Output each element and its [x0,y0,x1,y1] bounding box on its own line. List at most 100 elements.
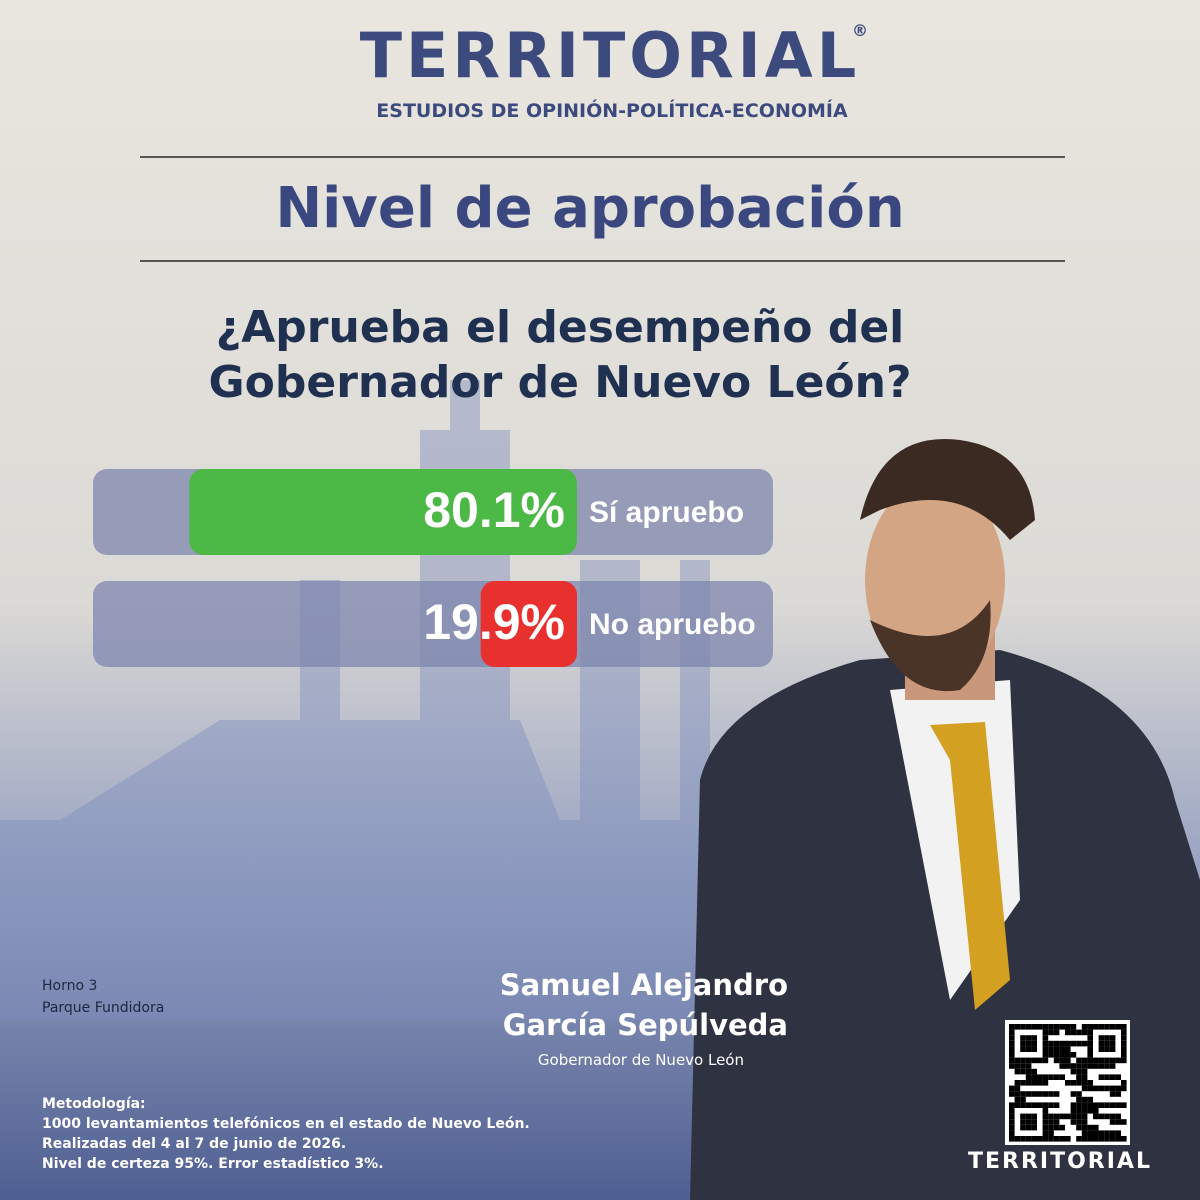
qr-module [1109,1102,1116,1108]
qr-module [1076,1063,1082,1069]
methodology-line: Realizadas del 4 al 7 de junio de 2026. [42,1136,346,1152]
qr-module [1104,1074,1110,1080]
qr-module [1053,1136,1060,1142]
person-name: Samuel Alejandro [500,968,788,1002]
category-label: Sí apruebo [589,496,744,529]
qr-module [1014,1096,1021,1103]
brand-logo: TERRITORIAL [360,19,861,92]
qr-module [1014,1085,1021,1092]
qr-module [1076,1096,1082,1103]
qr-module [1014,1024,1021,1030]
qr-module [1037,1080,1043,1086]
qr-module [1065,1063,1071,1069]
qr-module [1009,1136,1015,1142]
qr-module [1093,1130,1099,1136]
qr-module [1093,1085,1099,1092]
qr-module [1076,1080,1082,1086]
qr-module [1121,1119,1127,1125]
qr-module [1014,1063,1021,1069]
qr-module [1098,1113,1105,1120]
qr-module [1087,1035,1093,1041]
qr-module [1042,1040,1049,1047]
qr-module [1081,1029,1088,1036]
qr-module [1048,1130,1054,1136]
qr-module [1037,1057,1043,1064]
qr-module [1115,1057,1121,1064]
qr-module [1076,1040,1082,1047]
qr-module [1104,1085,1110,1092]
qr-module [1014,1091,1021,1097]
qr-module [1109,1035,1116,1041]
qr-module [1115,1119,1121,1125]
qr-module [1020,1124,1026,1131]
qr-module [1104,1040,1110,1047]
qr-module [1009,1108,1015,1114]
qr-module [1031,1057,1037,1064]
qr-module [1109,1057,1116,1064]
qr-module [1025,1040,1032,1047]
qr-module [1109,1074,1116,1080]
qr-module [1109,1085,1116,1092]
qr-module [1087,1024,1093,1030]
qr-module [1121,1024,1127,1030]
brand-tagline: ESTUDIOS DE OPINIÓN-POLÍTICA-ECONOMÍA [376,98,848,122]
qr-module [1009,1119,1015,1125]
methodology-title: Metodología: [42,1096,146,1112]
qr-module [1048,1102,1054,1108]
heading: Nivel de aprobación [275,176,904,241]
qr-module [1042,1102,1049,1108]
qr-module [1020,1119,1026,1125]
qr-module [1081,1057,1088,1064]
qr-module [1109,1136,1116,1142]
qr-module [1121,1080,1127,1086]
qr-module [1070,1068,1077,1075]
qr-module [1042,1029,1049,1036]
qr-module [1121,1046,1127,1052]
qr-module [1014,1136,1021,1142]
qr-module [1020,1102,1026,1108]
qr-module [1042,1024,1049,1030]
qr-module [1081,1124,1088,1131]
qr-module [1025,1024,1032,1030]
qr-module [1053,1024,1060,1030]
qr-module [1070,1108,1077,1114]
qr-module [1053,1057,1060,1064]
qr-module [1093,1057,1099,1064]
person-role: Gobernador de Nuevo León [538,1051,744,1069]
qr-module [1076,1136,1082,1142]
qr-module [1070,1119,1077,1125]
qr-module [1009,1113,1015,1120]
qr-module [1087,1057,1093,1064]
qr-module [1076,1124,1082,1131]
qr-module [1098,1130,1105,1136]
qr-module [1048,1052,1054,1058]
qr-module [1048,1136,1054,1142]
qr-module [1048,1119,1054,1125]
qr-code [1005,1020,1130,1145]
qr-module [1081,1074,1088,1080]
qr-module [1042,1108,1049,1114]
qr-module [1087,1046,1093,1052]
qr-module [1053,1040,1060,1047]
qr-module [1076,1057,1082,1064]
qr-module [1087,1108,1093,1114]
qr-module [1059,1024,1065,1030]
qr-module [1025,1119,1032,1125]
qr-module [1115,1130,1121,1136]
qr-module [1031,1074,1037,1080]
qr-module [1081,1024,1088,1030]
qr-module [1059,1052,1065,1058]
qr-module [1098,1074,1105,1080]
qr-module [1042,1124,1049,1131]
qr-module [1020,1136,1026,1142]
qr-module [1014,1057,1021,1064]
qr-module [1109,1040,1116,1047]
qr-module [1014,1080,1021,1086]
qr-module [1065,1024,1071,1030]
qr-module [1121,1102,1127,1108]
qr-module [1065,1029,1071,1036]
qr-module [1025,1063,1032,1069]
question-line: Gobernador de Nuevo León? [209,357,912,408]
qr-module [1025,1057,1032,1064]
